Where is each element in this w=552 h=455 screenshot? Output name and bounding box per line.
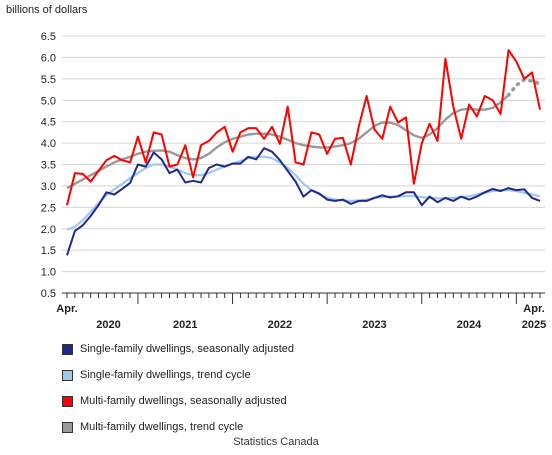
legend-swatch-single-family-sa (62, 343, 73, 355)
x-year-label: 2025 (522, 319, 546, 330)
y-tick-label: 6.5 (41, 31, 56, 43)
x-year-label: 2021 (173, 319, 197, 330)
legend-item-multi-family-sa[interactable]: Multi-family dwellings, seasonally adjus… (62, 388, 294, 414)
source-note: Statistics Canada (233, 436, 319, 448)
x-tick-label-start-month: Apr. (56, 303, 77, 315)
y-tick-label: 2.0 (41, 224, 56, 236)
x-year-label: 2022 (268, 319, 292, 330)
y-tick-label: 6.0 (41, 52, 56, 64)
y-tick-label: 4.5 (41, 117, 56, 129)
y-tick-label: 1.0 (41, 267, 56, 279)
y-tick-label: 0.5 (41, 288, 56, 300)
legend-label-single-family-sa: Single-family dwellings, seasonally adju… (80, 343, 295, 355)
x-year-label: 2020 (96, 319, 120, 330)
y-tick-label: 5.5 (41, 74, 56, 86)
y-tick-label: 5.0 (41, 95, 56, 107)
x-tick-label-end-month: Apr. (523, 303, 544, 315)
line-chart: 0.5 1.0 1.5 2.0 2.5 3.0 3.5 4.0 4.5 5.0 5.5 6.0 6.5 A… (41, 31, 547, 330)
y-tick-label: 1.5 (41, 245, 56, 257)
legend-item-single-family-sa[interactable]: Single-family dwellings, seasonally adju… (62, 336, 294, 362)
legend-swatch-multi-family-sa (62, 395, 73, 407)
legend-swatch-single-family-trend (62, 369, 73, 381)
legend-swatch-multi-family-trend (62, 421, 73, 433)
y-tick-label: 2.5 (41, 202, 56, 214)
series-line-3 (66, 94, 510, 190)
series-line-0 (66, 147, 541, 256)
x-year-label: 2024 (457, 319, 482, 330)
y-tick-label: 4.0 (41, 138, 56, 150)
y-axis-unit-label: billions of dollars (6, 4, 88, 16)
legend-label-multi-family-trend: Multi-family dwellings, trend cycle (80, 421, 244, 433)
y-tick-label: 3.5 (41, 160, 56, 172)
series-line-2 (66, 49, 541, 206)
legend-item-single-family-trend[interactable]: Single-family dwellings, trend cycle (62, 362, 294, 388)
legend-label-single-family-trend: Single-family dwellings, trend cycle (80, 369, 251, 381)
y-tick-label: 3.0 (41, 181, 56, 193)
series-line-1 (66, 155, 541, 231)
x-year-label: 2023 (362, 319, 386, 330)
chart-legend: Single-family dwellings, seasonally adju… (62, 336, 294, 440)
legend-item-multi-family-trend[interactable]: Multi-family dwellings, trend cycle (62, 414, 294, 440)
legend-label-multi-family-sa: Multi-family dwellings, seasonally adjus… (80, 395, 287, 407)
